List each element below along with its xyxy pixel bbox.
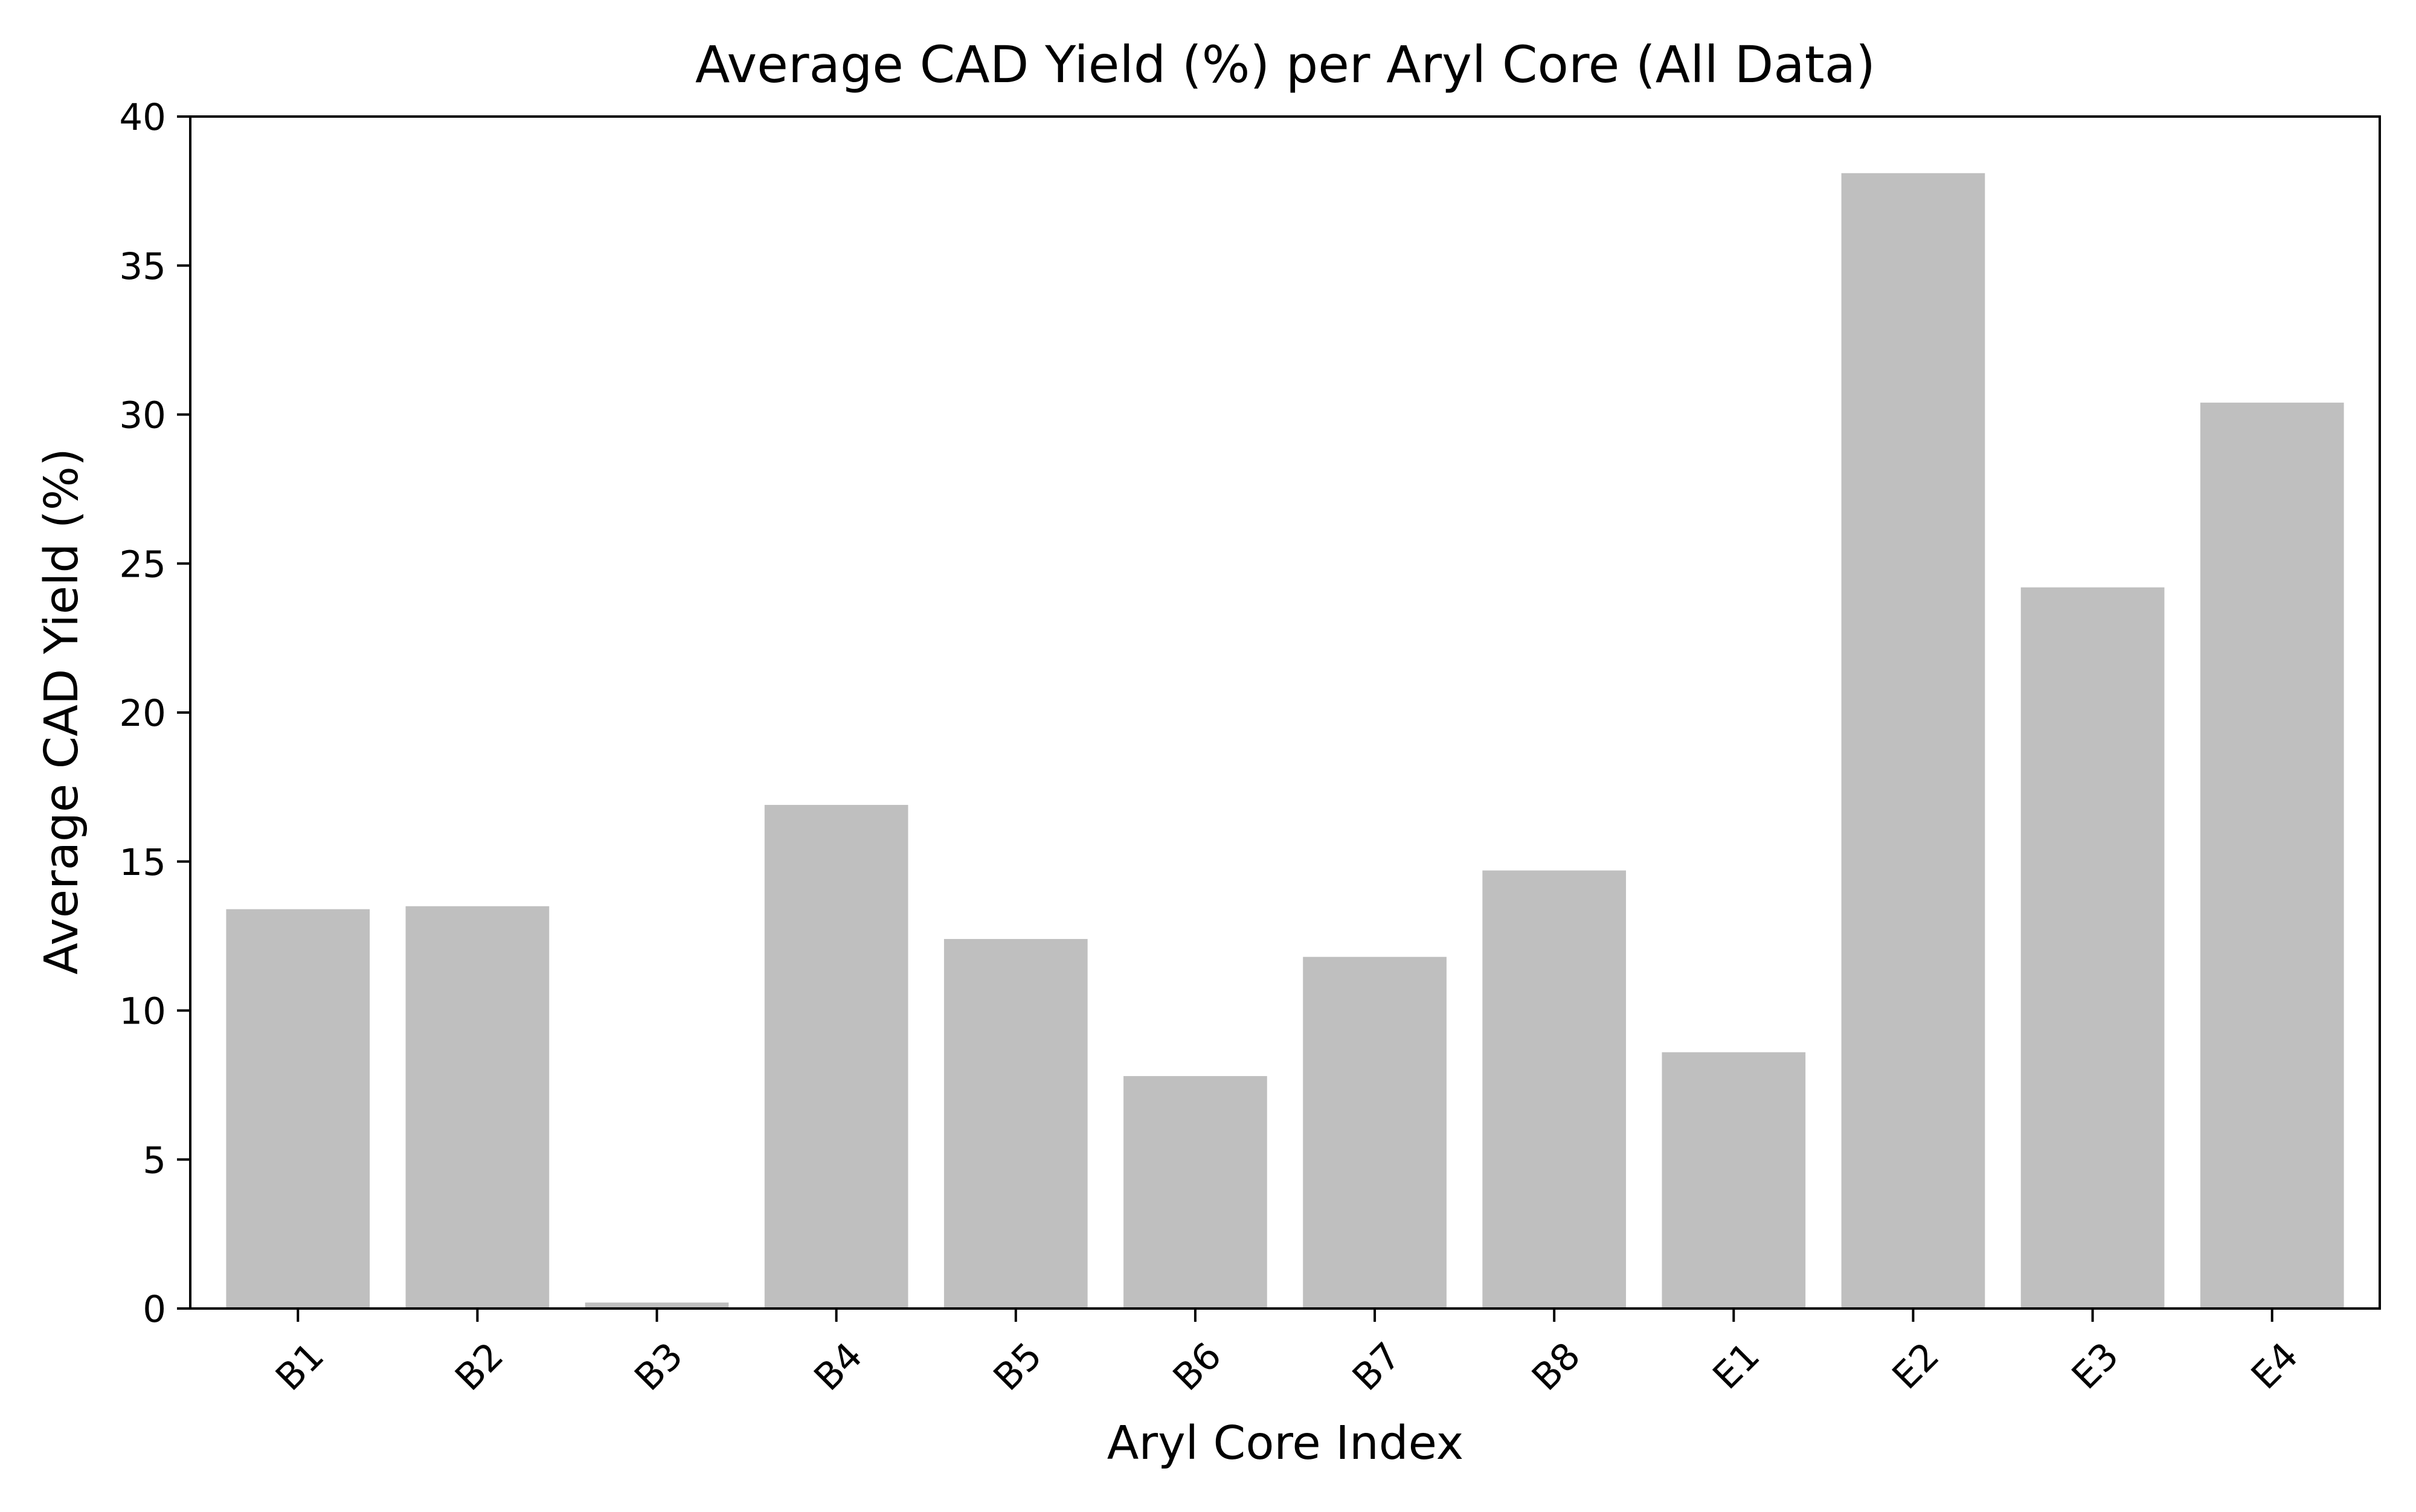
bar-b8 <box>1482 870 1627 1309</box>
y-tick-label: 20 <box>119 692 166 735</box>
y-tick-label: 25 <box>119 543 166 586</box>
y-tick-label: 10 <box>119 990 166 1033</box>
bar-b4 <box>764 804 908 1309</box>
y-tick-label: 35 <box>119 245 166 288</box>
bar-b7 <box>1303 956 1447 1309</box>
y-tick-label: 15 <box>119 841 166 884</box>
y-tick-label: 30 <box>119 394 166 437</box>
bar-b2 <box>405 906 550 1309</box>
bar-b5 <box>943 939 1088 1309</box>
bar-e1 <box>1662 1052 1806 1309</box>
y-tick-label: 40 <box>119 96 166 139</box>
x-axis-label: Aryl Core Index <box>1107 1417 1463 1470</box>
bar-b6 <box>1123 1076 1267 1309</box>
y-axis-label: Average CAD Yield (%) <box>35 448 89 975</box>
bar-b3 <box>585 1302 729 1309</box>
bar-e4 <box>2200 402 2344 1309</box>
chart-title: Average CAD Yield (%) per Aryl Core (All… <box>695 35 1875 94</box>
bars-layer <box>226 173 2344 1309</box>
bar-e2 <box>1841 173 1985 1309</box>
bar-e3 <box>2020 587 2165 1309</box>
y-tick-label: 0 <box>143 1288 166 1331</box>
bar-b1 <box>226 909 370 1309</box>
y-tick-label: 5 <box>143 1139 166 1182</box>
